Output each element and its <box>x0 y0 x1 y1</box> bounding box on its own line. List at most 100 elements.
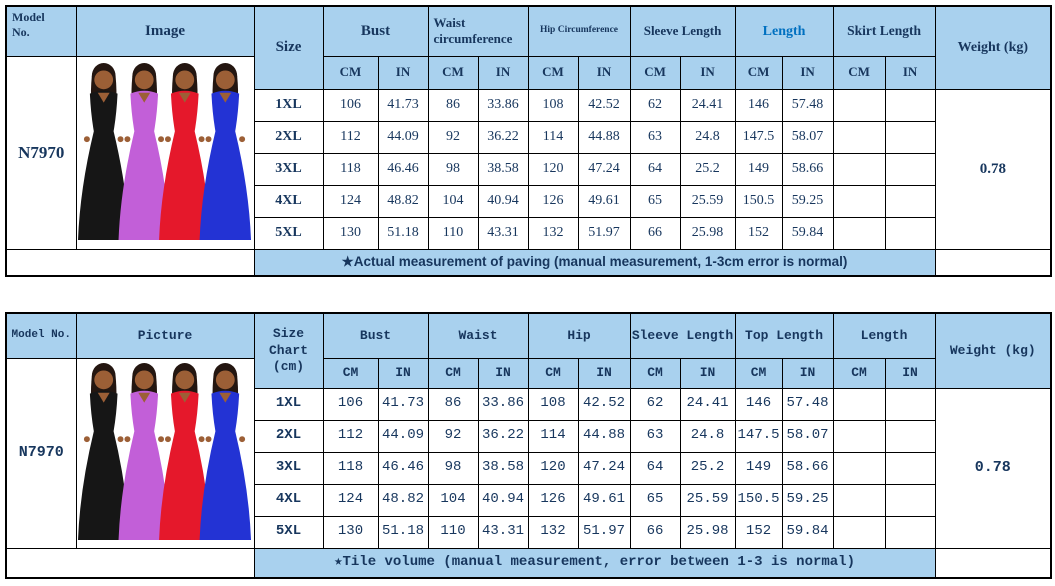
measurement-value <box>884 88 936 122</box>
measurement-value: 48.82 <box>377 184 429 218</box>
size-label: 2XL <box>253 120 324 154</box>
measurement-value <box>832 216 886 250</box>
unit-header-in: IN <box>377 55 429 90</box>
measurement-value: 47.24 <box>577 152 631 186</box>
measurement-value: 152 <box>734 216 783 250</box>
size-label: 4XL <box>253 483 324 517</box>
header-waist-circumference: Waist circumference <box>427 5 529 57</box>
product-photo <box>78 62 252 240</box>
measurement-value: 25.59 <box>679 184 736 218</box>
model-figure <box>159 363 211 540</box>
measurement-value: 58.66 <box>781 152 834 186</box>
model-number: N7970 <box>5 55 77 250</box>
measurement-value: 57.48 <box>781 88 834 122</box>
measurement-value <box>832 184 886 218</box>
size-label: 3XL <box>253 451 324 485</box>
measurement-value: 146 <box>734 88 783 122</box>
measurement-value <box>884 152 936 186</box>
measurement-value: 33.86 <box>477 387 529 421</box>
header-model-no: Model No. <box>5 5 77 57</box>
footer-row: ★Tile volume (manual measurement, error … <box>5 547 1052 579</box>
measurement-value: 62 <box>629 88 681 122</box>
size-row-2xl: 2XL 112 44.09 92 36.22 114 44.88 63 24.8 147.5 58.… <box>6 120 1051 154</box>
measurement-value: 43.31 <box>477 216 529 250</box>
measurement-value: 149 <box>734 451 783 485</box>
size-row-5xl: 5XL 130 51.18 110 43.31 132 51.97 66 25.98 152 59.… <box>6 216 1051 250</box>
unit-header-in: IN <box>477 55 529 90</box>
measurement-value: 41.73 <box>377 387 429 421</box>
measurement-value: 106 <box>322 88 379 122</box>
header-top-length: Top Length <box>734 312 834 359</box>
unit-header-in: IN <box>781 357 834 389</box>
size-label: 5XL <box>253 515 324 549</box>
unit-header-in: IN <box>477 357 529 389</box>
size-row-3xl: 3XL 118 46.46 98 38.58 120 47.24 64 25.2 149 58.66 <box>6 152 1051 186</box>
product-photo <box>78 363 252 540</box>
measurement-value: 65 <box>629 184 681 218</box>
size-row-4xl: 4XL 124 48.82 104 40.94 126 49.61 65 25.59 150.5 5… <box>6 483 1051 517</box>
measurement-value: 44.88 <box>577 120 631 154</box>
header-length: Length <box>832 312 936 359</box>
unit-header-in: IN <box>781 55 834 90</box>
measurement-value <box>832 88 886 122</box>
measurement-value: 24.8 <box>679 419 736 453</box>
model-figure <box>118 62 170 240</box>
measurement-note: ★Tile volume (manual measurement, error … <box>253 547 936 579</box>
header-size: Size <box>253 5 324 90</box>
measurement-value: 24.41 <box>679 88 736 122</box>
unit-header-in: IN <box>884 55 936 90</box>
measurement-value: 64 <box>629 152 681 186</box>
header-sleeve-length: Sleeve Length <box>629 5 736 57</box>
unit-header-in: IN <box>577 357 631 389</box>
weight-value: 0.78 <box>934 88 1052 250</box>
unit-header-cm: CM <box>427 357 479 389</box>
measurement-value: 92 <box>427 120 479 154</box>
measurement-value: 110 <box>427 216 479 250</box>
measurement-value: 98 <box>427 451 479 485</box>
measurement-value: 66 <box>629 216 681 250</box>
measurement-value: 147.5 <box>734 120 783 154</box>
measurement-value <box>884 515 936 549</box>
header-row: Model No. Image Size Bust Waist circumfe… <box>5 5 1052 90</box>
size-row-4xl: 4XL 124 48.82 104 40.94 126 49.61 65 25.59 150.5 5… <box>6 184 1051 218</box>
measurement-value: 65 <box>629 483 681 517</box>
header-picture: Picture <box>75 312 255 359</box>
measurement-value: 24.41 <box>679 387 736 421</box>
measurement-value: 41.73 <box>377 88 429 122</box>
measurement-value: 40.94 <box>477 483 529 517</box>
measurement-value: 25.2 <box>679 152 736 186</box>
header-bust: Bust <box>322 312 429 359</box>
header-length: Length <box>734 5 834 57</box>
measurement-value: 25.2 <box>679 451 736 485</box>
unit-header-cm: CM <box>734 357 783 389</box>
measurement-value: 120 <box>527 451 579 485</box>
unit-header-in: IN <box>377 357 429 389</box>
measurement-note: ★Actual measurement of paving (manual me… <box>253 248 936 277</box>
measurement-value: 44.09 <box>377 419 429 453</box>
measurement-value: 64 <box>629 451 681 485</box>
measurement-value: 104 <box>427 184 479 218</box>
measurement-value: 57.48 <box>781 387 834 421</box>
measurement-value: 59.84 <box>781 216 834 250</box>
measurement-value: 51.18 <box>377 216 429 250</box>
model-figure <box>78 62 130 240</box>
measurement-value: 124 <box>322 483 379 517</box>
measurement-value: 58.66 <box>781 451 834 485</box>
unit-header-in: IN <box>679 357 736 389</box>
model-figure <box>118 363 170 540</box>
header-weight: Weight (kg) <box>934 5 1052 90</box>
measurement-value: 126 <box>527 184 579 218</box>
size-row-2xl: 2XL 112 44.09 92 36.22 114 44.88 63 24.8 147.5 58.… <box>6 419 1051 453</box>
size-label: 3XL <box>253 152 324 186</box>
measurement-value: 38.58 <box>477 451 529 485</box>
measurement-value: 132 <box>527 515 579 549</box>
measurement-value: 25.98 <box>679 216 736 250</box>
measurement-value: 51.18 <box>377 515 429 549</box>
measurement-value <box>832 483 886 517</box>
measurement-value <box>832 120 886 154</box>
measurement-value <box>832 451 886 485</box>
size-row-5xl: 5XL 130 51.18 110 43.31 132 51.97 66 25.98 152 59.… <box>6 515 1051 549</box>
measurement-value: 44.88 <box>577 419 631 453</box>
size-row-1xl: 1XL 106 41.73 86 33.86 108 42.52 62 24.41 146 57.4… <box>6 88 1052 250</box>
measurement-value: 36.22 <box>477 419 529 453</box>
